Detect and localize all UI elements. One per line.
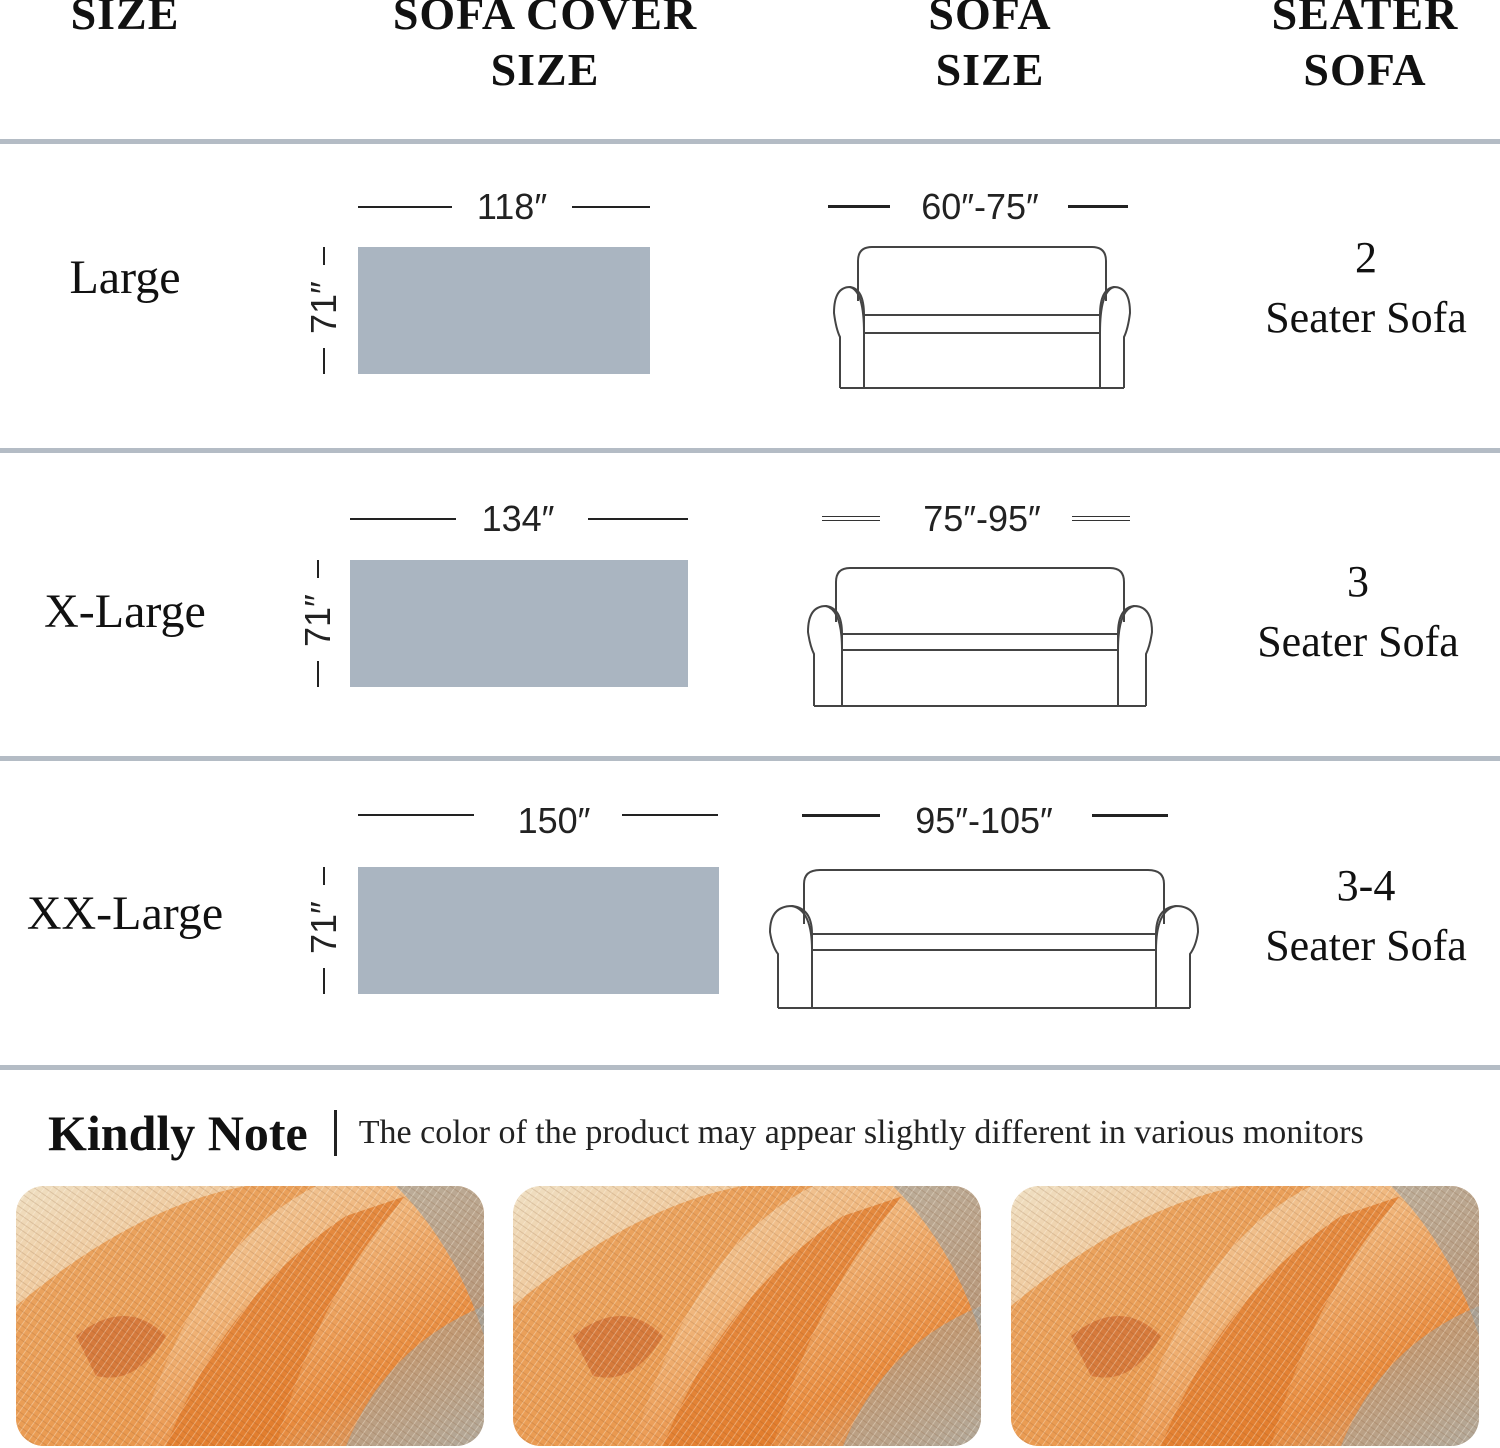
size-label-x-large: X-Large: [44, 585, 206, 638]
cover-rect: [350, 560, 688, 687]
seater-text: Seater Sofa: [1265, 293, 1467, 342]
sofa-size: 60″-75″: [921, 186, 1039, 227]
sofa-icon: [832, 246, 1132, 389]
size-label-large: Large: [69, 251, 181, 304]
cover-height: 71″: [303, 901, 344, 954]
note-title: Kindly Note: [48, 1105, 308, 1161]
seater-text: Seater Sofa: [1257, 617, 1459, 666]
header-seater: SEATER SOFA: [1271, 0, 1459, 95]
sofa-icon: [806, 567, 1154, 707]
cover-width: 150″: [517, 800, 591, 841]
dim-line: [1092, 814, 1168, 817]
cover-width: 118″: [476, 186, 548, 227]
dim-line: [358, 814, 474, 816]
sofa-size: 75″-95″: [923, 498, 1041, 539]
cover-rect: [358, 247, 650, 374]
seater-count: 3: [1347, 557, 1369, 606]
sofa-icon: [768, 869, 1200, 1009]
divider: [0, 448, 1500, 453]
seater-count: 3-4: [1336, 861, 1396, 910]
sofa-size: 95″-105″: [915, 800, 1053, 841]
dim-line: [588, 518, 688, 520]
note-text: The color of the product may appear slig…: [358, 1114, 1364, 1151]
header-sofa-size: SOFA SIZE: [928, 0, 1052, 95]
cover-height-dim: 71″: [302, 867, 346, 994]
fabric-swatch: [16, 1186, 484, 1446]
cover-height: 71″: [303, 281, 344, 334]
divider: [0, 756, 1500, 761]
dim-line: [358, 206, 452, 208]
header-size: SIZE: [70, 0, 180, 39]
dim-line: [802, 814, 880, 817]
dim-line: [828, 205, 890, 208]
size-label-xx-large: XX-Large: [26, 887, 224, 940]
dim-line: [1068, 205, 1128, 208]
kindly-note: Kindly Note The color of the product may…: [48, 1098, 1364, 1168]
fabric-swatch: [513, 1186, 981, 1446]
header-cover-size: SOFA COVER SIZE: [392, 0, 698, 95]
cover-width: 134″: [481, 498, 555, 539]
note-separator: [333, 1110, 337, 1156]
dim-line: [350, 518, 456, 520]
cover-rect: [358, 867, 719, 994]
cover-height-dim: 71″: [302, 247, 346, 374]
dim-line: [622, 814, 718, 816]
divider: [0, 1065, 1500, 1070]
divider: [0, 139, 1500, 144]
dim-line: [822, 516, 880, 521]
seater-count: 2: [1355, 233, 1377, 282]
fabric-swatch: [1011, 1186, 1479, 1446]
dim-line: [1072, 516, 1130, 521]
dim-line: [572, 206, 650, 208]
seater-text: Seater Sofa: [1265, 921, 1467, 970]
cover-height-dim: 71″: [296, 560, 340, 687]
cover-height: 71″: [297, 594, 338, 647]
